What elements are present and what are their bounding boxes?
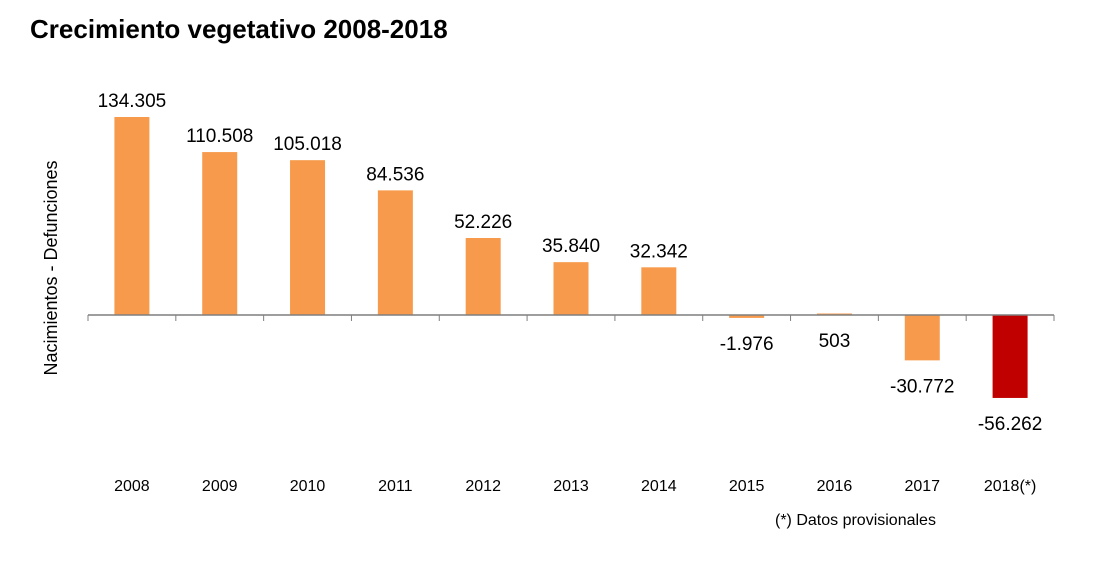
x-tick-labels-group: 2008 2009 2010 2011 2012 2013 2014 2015 2016 2017… [114,478,1036,495]
x-tick-label-2015: 2015 [729,478,765,495]
bar-2008 [114,117,150,315]
data-labels-group: 134.305 110.508 105.018 84.536 52.226 35.840 3… [98,91,1043,435]
page-title: Crecimiento vegetativo 2008-2018 [30,14,448,44]
bar-2017 [904,315,940,361]
x-tick-label-2016: 2016 [817,478,853,495]
data-label-2015: -1.976 [720,334,774,355]
x-axis [87,314,1055,321]
data-label-2012: 52.226 [454,212,512,233]
x-tick-label-2009: 2009 [202,478,238,495]
y-axis-label: Nacimientos - Defunciones [41,160,61,375]
bar-2013 [553,262,589,315]
bar-2011 [377,190,413,315]
x-tick-label-2012: 2012 [465,478,501,495]
x-tick-label-2017: 2017 [904,478,940,495]
x-tick-label-2013: 2013 [553,478,589,495]
x-tick-label-2008: 2008 [114,478,150,495]
x-tick-label-2014: 2014 [641,478,677,495]
bar-2010 [290,160,326,315]
data-label-2010: 105.018 [273,134,342,155]
bar-2012 [465,238,501,315]
data-label-2008: 134.305 [98,91,167,112]
data-label-2018(*): -56.262 [978,414,1042,435]
data-label-2009: 110.508 [186,126,253,147]
x-tick-label-2011: 2011 [378,478,413,495]
bar-2018(*) [992,315,1028,398]
data-label-2014: 32.342 [630,241,688,262]
footnote: (*) Datos provisionales [775,512,936,529]
bar-2015 [729,315,765,318]
bar-2009 [202,152,238,315]
x-tick-label-2018(*): 2018(*) [984,478,1036,495]
data-label-2011: 84.536 [366,164,424,185]
bar-2014 [641,267,677,315]
x-tick-label-2010: 2010 [290,478,326,495]
data-label-2013: 35.840 [542,236,600,257]
bar-chart: 134.305 110.508 105.018 84.536 52.226 35.840 3… [41,91,1055,495]
data-label-2016: 503 [819,331,851,352]
data-label-2017: -30.772 [890,376,954,397]
bars-group [114,117,1028,398]
